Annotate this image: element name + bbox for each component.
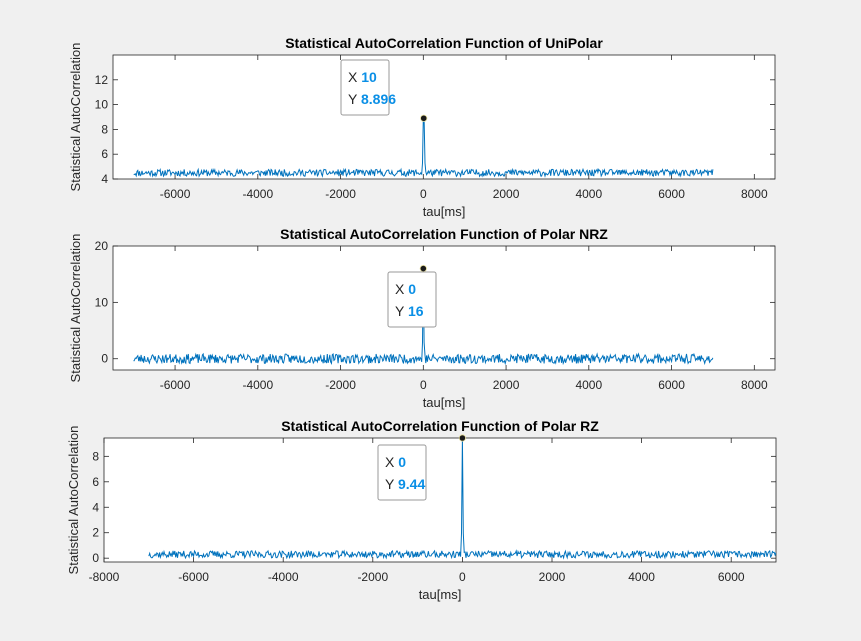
- x-tick-label: -4000: [268, 570, 299, 584]
- datatip[interactable]: X 0Y 16: [387, 271, 437, 328]
- subplot-3: Statistical AutoCorrelation Function of …: [66, 418, 777, 602]
- x-tick-label: -6000: [160, 378, 191, 392]
- datatip-x-label: X: [395, 281, 408, 297]
- datatip-y-label: Y: [385, 476, 398, 492]
- datatip-x: X 0: [385, 454, 406, 470]
- datatip-y: Y 8.896: [348, 91, 396, 107]
- x-tick-label: 0: [459, 570, 466, 584]
- x-tick-label: 2000: [493, 378, 520, 392]
- datatip-y-value: 8.896: [361, 91, 396, 107]
- y-axis-label: Statistical AutoCorrelation: [66, 426, 81, 575]
- datatip-y: Y 9.44: [385, 476, 425, 492]
- axes-box: [112, 245, 776, 371]
- x-tick-label: -4000: [242, 187, 273, 201]
- y-tick-label: 2: [92, 526, 99, 540]
- subplot-2: Statistical AutoCorrelation Function of …: [68, 226, 776, 410]
- datatip-x-value: 0: [408, 281, 416, 297]
- x-axis-label: tau[ms]: [419, 587, 462, 602]
- y-tick-label: 8: [101, 122, 108, 136]
- chart-title: Statistical AutoCorrelation Function of …: [285, 35, 603, 51]
- y-tick-label: 0: [92, 551, 99, 565]
- x-tick-label: 4000: [575, 187, 602, 201]
- datatip-x-value: 10: [361, 69, 377, 85]
- x-tick-label: -8000: [89, 570, 120, 584]
- x-axis-label: tau[ms]: [423, 204, 466, 219]
- y-tick-label: 12: [95, 73, 109, 87]
- datatip-x-value: 0: [398, 454, 406, 470]
- datatip[interactable]: X 0Y 9.44: [377, 444, 427, 501]
- x-tick-label: 4000: [575, 378, 602, 392]
- y-tick-label: 6: [92, 475, 99, 489]
- datatip-x-label: X: [385, 454, 398, 470]
- x-tick-label: 6000: [658, 378, 685, 392]
- x-tick-label: 2000: [493, 187, 520, 201]
- y-tick-label: 20: [95, 239, 109, 253]
- x-tick-label: -2000: [325, 378, 356, 392]
- datatip[interactable]: X 10Y 8.896: [340, 59, 396, 116]
- y-axis-label: Statistical AutoCorrelation: [68, 43, 83, 192]
- subplot-1: Statistical AutoCorrelation Function of …: [68, 35, 776, 219]
- datatip-x: X 10: [348, 69, 377, 85]
- x-tick-label: -2000: [357, 570, 388, 584]
- x-tick-label: 8000: [741, 187, 768, 201]
- axes-box: [112, 54, 776, 180]
- datatip-y-label: Y: [348, 91, 361, 107]
- y-axis-label: Statistical AutoCorrelation: [68, 234, 83, 383]
- x-tick-label: -6000: [160, 187, 191, 201]
- x-tick-label: 8000: [741, 378, 768, 392]
- y-tick-label: 4: [92, 500, 99, 514]
- x-axis-label: tau[ms]: [423, 395, 466, 410]
- datatip-box: [377, 444, 427, 501]
- x-tick-label: -6000: [178, 570, 209, 584]
- datatip-x: X 0: [395, 281, 416, 297]
- datatip-y-value: 9.44: [398, 476, 425, 492]
- y-tick-label: 10: [95, 98, 109, 112]
- y-tick-label: 6: [101, 147, 108, 161]
- x-tick-label: 0: [420, 378, 427, 392]
- datatip-y-label: Y: [395, 303, 408, 319]
- y-tick-label: 8: [92, 449, 99, 463]
- y-tick-label: 0: [101, 352, 108, 366]
- series-line: [148, 438, 776, 560]
- datatip-y-value: 16: [408, 303, 424, 319]
- axes-box: [103, 437, 777, 563]
- datatip-x-label: X: [348, 69, 361, 85]
- x-tick-label: 6000: [718, 570, 745, 584]
- datatip-marker[interactable]: [458, 434, 466, 442]
- chart-title: Statistical AutoCorrelation Function of …: [281, 418, 599, 434]
- x-tick-label: 4000: [628, 570, 655, 584]
- x-tick-label: 0: [420, 187, 427, 201]
- x-tick-label: -2000: [325, 187, 356, 201]
- chart-title: Statistical AutoCorrelation Function of …: [280, 226, 608, 242]
- y-tick-label: 4: [101, 172, 108, 186]
- y-tick-label: 10: [95, 295, 109, 309]
- datatip-marker[interactable]: [419, 264, 427, 273]
- x-tick-label: 6000: [658, 187, 685, 201]
- datatip-y: Y 16: [395, 303, 424, 319]
- datatip-box: [340, 59, 390, 116]
- datatip-marker[interactable]: [420, 114, 428, 122]
- x-tick-label: 2000: [539, 570, 566, 584]
- datatip-box: [387, 271, 437, 328]
- x-tick-label: -4000: [242, 378, 273, 392]
